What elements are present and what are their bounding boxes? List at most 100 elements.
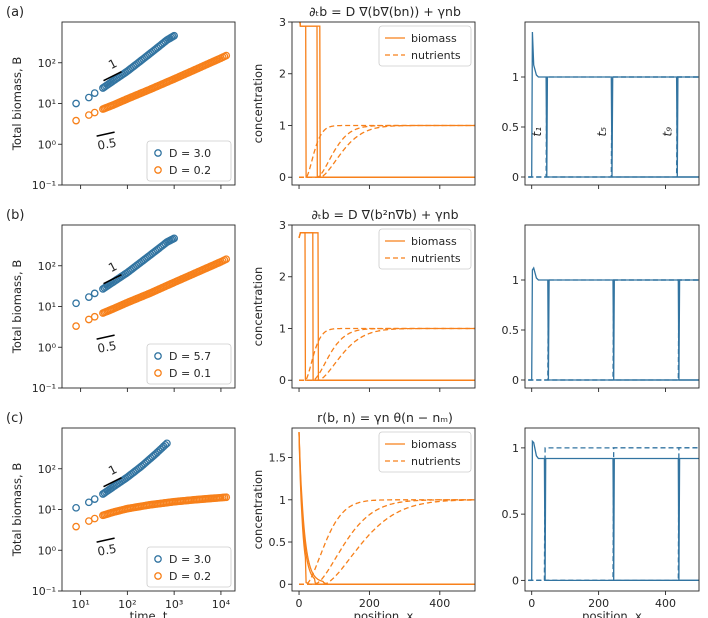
data-point xyxy=(215,493,224,502)
axes-b-right: 00.51 xyxy=(502,224,700,392)
data-point xyxy=(148,47,157,56)
time-label-t1: t₁ xyxy=(530,127,544,137)
data-point xyxy=(84,293,93,301)
y-tick-label: 0 xyxy=(512,574,519,587)
legend xyxy=(146,546,232,588)
nutrients-line xyxy=(528,279,699,381)
slope-line-1 xyxy=(103,70,122,82)
x-axis-label: time, t xyxy=(130,609,168,618)
data-point xyxy=(90,312,99,321)
y-tick-label: 0.5 xyxy=(502,121,520,134)
axes-b-mid: 0 1 2 3 concentration biomass nutrients xyxy=(251,219,476,392)
y-tick-label: 10¹ xyxy=(38,504,56,517)
y-tick-label: 0 xyxy=(279,171,286,184)
legend-marker xyxy=(154,572,162,580)
biomass-line xyxy=(531,266,699,381)
axis-frame xyxy=(524,224,700,389)
y-tick-label: 1 xyxy=(512,442,519,455)
legend-label: D = 3.0 xyxy=(169,553,211,566)
plot-area xyxy=(528,439,699,582)
nutrients-line xyxy=(299,124,475,178)
y-tick-label: 3 xyxy=(279,219,286,232)
nutrients-line xyxy=(528,76,699,178)
legend-label: D = 5.7 xyxy=(169,350,211,363)
biomass-line xyxy=(531,31,699,178)
x-tick-label: 0 xyxy=(296,597,303,610)
x-tick-label: 10⁴ xyxy=(212,598,231,611)
axis-frame xyxy=(61,21,236,186)
y-tick-label: 1 xyxy=(512,71,519,84)
data-point xyxy=(90,514,99,523)
x-axis-label: position, x xyxy=(354,609,414,618)
legend xyxy=(378,431,472,473)
x-tick-label: 10¹ xyxy=(71,598,89,611)
data-point xyxy=(72,116,80,125)
slope-label-1: 1 xyxy=(106,462,119,478)
slope-line-1 xyxy=(103,476,122,488)
y-tick-label: 10⁰ xyxy=(38,138,57,151)
x-tick-label: 400 xyxy=(655,597,676,610)
legend-label: nutrients xyxy=(411,49,461,62)
y-tick-label: 10² xyxy=(38,57,56,70)
nutrients-line xyxy=(528,76,699,178)
nutrients-line xyxy=(528,447,699,582)
data-point xyxy=(161,441,170,449)
axes-a-right: 0 0.5 1 t₁ t₅ t₉ xyxy=(502,21,700,189)
biomass-line xyxy=(298,232,475,381)
data-point xyxy=(72,299,80,308)
slope-line-1 xyxy=(103,273,122,285)
legend-label: nutrients xyxy=(411,455,461,468)
nutrients-line xyxy=(299,327,475,381)
data-point xyxy=(72,522,80,531)
data-point xyxy=(84,498,93,507)
legend xyxy=(378,228,472,270)
slope-label-1: 1 xyxy=(106,56,119,72)
nutrients-line xyxy=(299,327,475,381)
x-tick-label: 200 xyxy=(588,597,609,610)
data-point xyxy=(134,58,143,67)
data-point xyxy=(220,493,229,502)
slope-label-2: 0.5 xyxy=(96,542,117,559)
data-point xyxy=(220,52,229,61)
y-tick-label: 0.5 xyxy=(502,508,520,521)
plot-area xyxy=(298,432,475,585)
plot-area xyxy=(72,31,231,125)
y-tick-label: 1 xyxy=(279,119,286,132)
legend xyxy=(378,25,472,67)
y-tick-label: 10² xyxy=(38,463,56,476)
plot-area xyxy=(528,266,699,381)
data-point xyxy=(134,464,143,473)
axis-frame xyxy=(291,427,476,592)
y-tick-label: 10⁻¹ xyxy=(32,179,56,192)
data-point xyxy=(72,322,80,330)
slope-line-2 xyxy=(96,334,115,340)
panel-letter-c: (c) xyxy=(6,411,23,426)
title-b: ∂ₜb = D ∇(b²n∇b) + γnb xyxy=(311,207,458,222)
y-tick-label: 0 xyxy=(279,374,286,387)
y-tick-label: 0.5 xyxy=(502,324,520,337)
axes-a-left: 10⁻¹ 10⁰ 10¹ 10² Total biomass, B 1 0.5 D = 3.0… xyxy=(10,21,236,192)
axis-frame xyxy=(61,427,236,592)
axis-frame xyxy=(61,224,236,389)
plot-area xyxy=(72,234,231,330)
plot-area xyxy=(72,439,231,531)
plot-area xyxy=(528,31,699,178)
axes-a-mid: 0 1 2 3 concentration biomass nutrients xyxy=(251,16,476,189)
time-label-t9: t₉ xyxy=(660,127,674,137)
nutrients-line xyxy=(528,76,699,178)
plot-area xyxy=(298,232,475,381)
y-tick-label: 1 xyxy=(279,494,286,507)
y-axis-label: Total biomass, B xyxy=(10,463,24,558)
x-tick-label: 0 xyxy=(528,597,535,610)
panel-letter-a: (a) xyxy=(6,5,24,20)
y-tick-label: 0 xyxy=(512,374,519,387)
axes-b-left: 10⁻¹ 10⁰ 10¹ 10² Total biomass, B 1 0.5 D = 5.7… xyxy=(10,224,236,395)
y-tick-label: 1 xyxy=(512,274,519,287)
legend-label: D = 0.2 xyxy=(169,570,211,583)
slope-label-2: 0.5 xyxy=(96,339,117,356)
y-tick-label: 1 xyxy=(279,322,286,335)
data-point xyxy=(72,503,80,512)
y-tick-label: 0.5 xyxy=(269,536,287,549)
legend-marker xyxy=(154,352,162,360)
